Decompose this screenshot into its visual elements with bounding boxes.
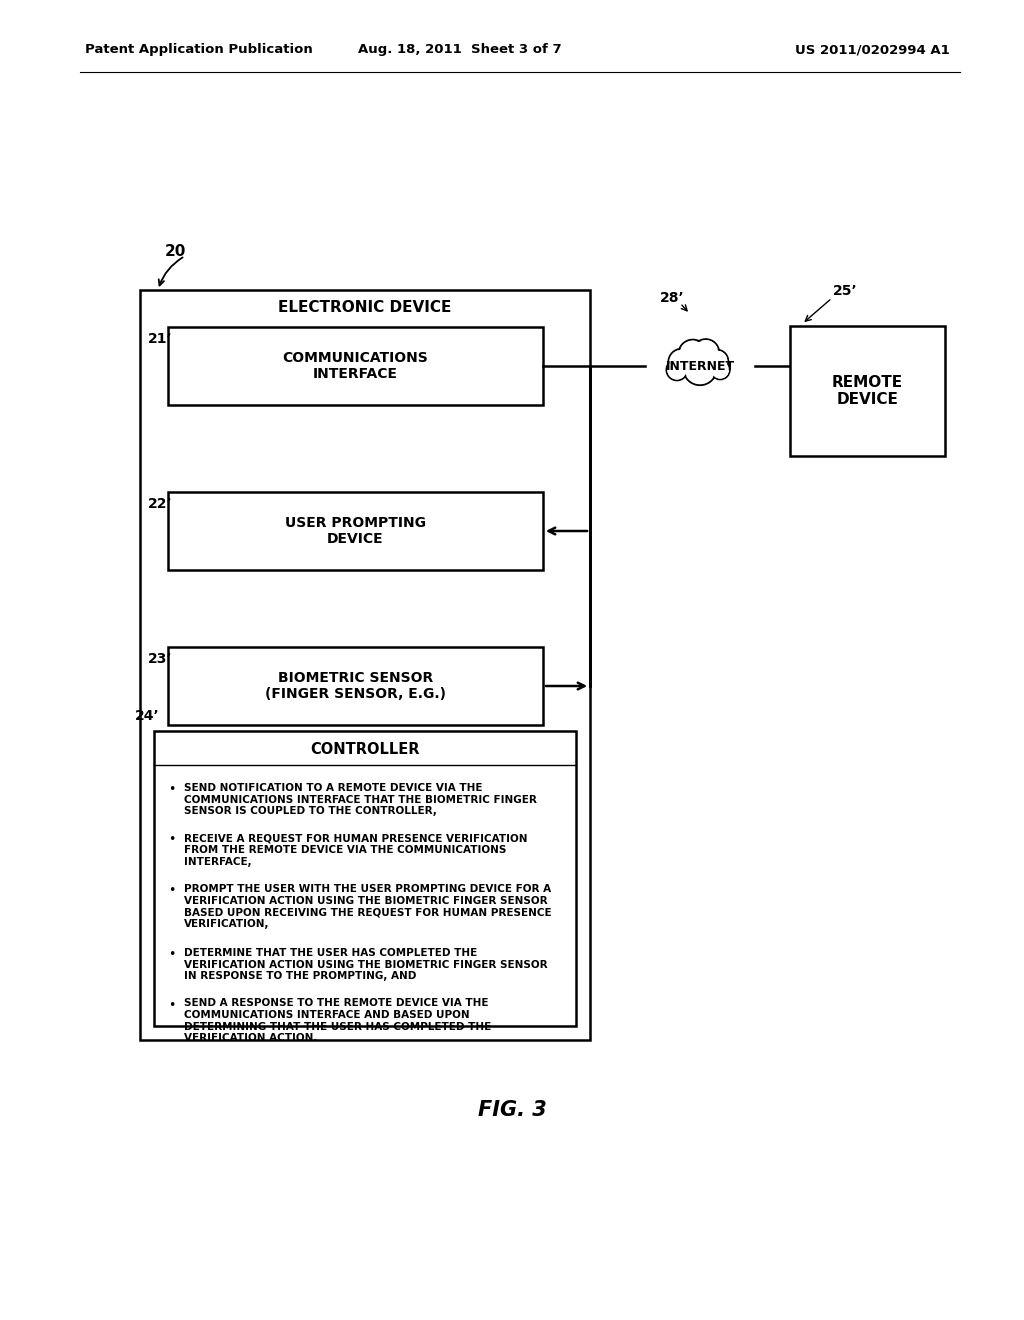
Text: FIG. 3: FIG. 3 — [477, 1100, 547, 1119]
Text: US 2011/0202994 A1: US 2011/0202994 A1 — [796, 44, 950, 57]
Circle shape — [678, 339, 708, 368]
Circle shape — [706, 350, 728, 372]
Circle shape — [707, 351, 727, 372]
Circle shape — [692, 339, 719, 366]
Circle shape — [680, 341, 707, 367]
Text: USER PROMPTING
DEVICE: USER PROMPTING DEVICE — [285, 516, 426, 546]
Text: 25’: 25’ — [833, 284, 857, 298]
Text: 23’: 23’ — [148, 652, 172, 667]
Text: REMOTE
DEVICE: REMOTE DEVICE — [831, 375, 903, 407]
FancyBboxPatch shape — [168, 327, 543, 405]
Text: 21’: 21’ — [148, 333, 173, 346]
Circle shape — [712, 360, 729, 379]
Text: SEND NOTIFICATION TO A REMOTE DEVICE VIA THE
COMMUNICATIONS INTERFACE THAT THE B: SEND NOTIFICATION TO A REMOTE DEVICE VIA… — [184, 783, 537, 816]
Text: Aug. 18, 2011  Sheet 3 of 7: Aug. 18, 2011 Sheet 3 of 7 — [358, 44, 562, 57]
FancyBboxPatch shape — [168, 647, 543, 725]
Text: 24’: 24’ — [135, 709, 160, 723]
Text: •: • — [168, 783, 176, 796]
Text: •: • — [168, 998, 176, 1011]
Circle shape — [668, 360, 687, 380]
Text: CONTROLLER: CONTROLLER — [310, 742, 420, 756]
Text: 20: 20 — [165, 244, 186, 260]
Circle shape — [683, 351, 717, 385]
Text: 28’: 28’ — [659, 290, 684, 305]
Text: RECEIVE A REQUEST FOR HUMAN PRESENCE VERIFICATION
FROM THE REMOTE DEVICE VIA THE: RECEIVE A REQUEST FOR HUMAN PRESENCE VER… — [184, 833, 527, 867]
Text: 22’: 22’ — [148, 498, 173, 511]
Circle shape — [667, 359, 687, 380]
Text: Patent Application Publication: Patent Application Publication — [85, 44, 312, 57]
FancyBboxPatch shape — [154, 731, 575, 1026]
Text: ELECTRONIC DEVICE: ELECTRONIC DEVICE — [279, 301, 452, 315]
FancyBboxPatch shape — [168, 492, 543, 570]
FancyBboxPatch shape — [140, 290, 590, 1040]
Text: BIOMETRIC SENSOR
(FINGER SENSOR, E.G.): BIOMETRIC SENSOR (FINGER SENSOR, E.G.) — [265, 671, 446, 701]
FancyBboxPatch shape — [790, 326, 945, 455]
Text: •: • — [168, 833, 176, 846]
Text: PROMPT THE USER WITH THE USER PROMPTING DEVICE FOR A
VERIFICATION ACTION USING T: PROMPT THE USER WITH THE USER PROMPTING … — [184, 884, 552, 929]
Circle shape — [669, 348, 695, 376]
Text: DETERMINE THAT THE USER HAS COMPLETED THE
VERIFICATION ACTION USING THE BIOMETRI: DETERMINE THAT THE USER HAS COMPLETED TH… — [184, 948, 548, 981]
Text: •: • — [168, 884, 176, 898]
Circle shape — [693, 341, 718, 364]
Circle shape — [684, 352, 716, 384]
Text: •: • — [168, 948, 176, 961]
Circle shape — [670, 350, 694, 375]
Circle shape — [711, 360, 730, 379]
Text: INTERNET: INTERNET — [666, 359, 734, 372]
Text: SEND A RESPONSE TO THE REMOTE DEVICE VIA THE
COMMUNICATIONS INTERFACE AND BASED : SEND A RESPONSE TO THE REMOTE DEVICE VIA… — [184, 998, 492, 1043]
Text: COMMUNICATIONS
INTERFACE: COMMUNICATIONS INTERFACE — [283, 351, 428, 381]
